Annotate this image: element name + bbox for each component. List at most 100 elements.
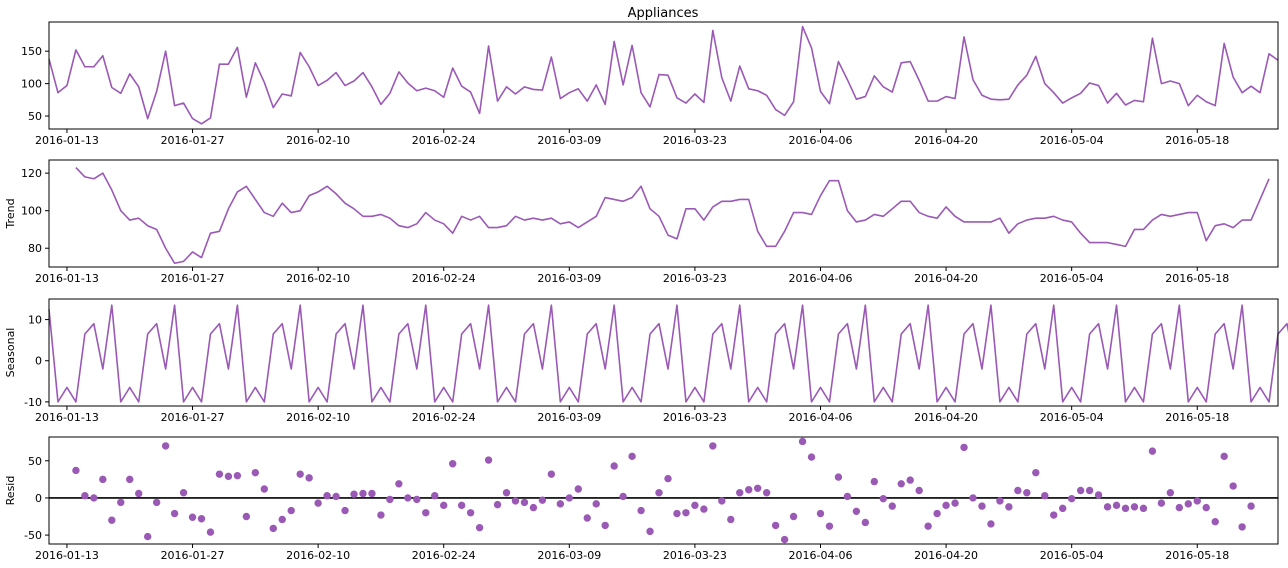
resid-point	[341, 506, 349, 515]
resid-point	[431, 492, 439, 500]
resid-point	[1085, 486, 1094, 495]
x-tick-label: 2016-03-23	[663, 134, 727, 147]
resid-point	[72, 466, 80, 475]
resid-point	[413, 495, 421, 504]
series-line	[48, 304, 1288, 403]
y-tick-label: 10	[28, 314, 42, 327]
resid-point	[1202, 503, 1210, 512]
trend-panel: 80 100 120 2016-01-13 2016-01-27 2016-02-10 20…	[4, 159, 1279, 285]
resid-point	[1041, 492, 1049, 500]
resid-point	[646, 527, 654, 536]
resid-point	[691, 501, 699, 510]
x-tick-label: 2016-05-04	[1040, 134, 1104, 147]
resid-point	[897, 480, 905, 488]
x-tick-label: 2016-01-27	[161, 134, 225, 147]
y-tick-label: 150	[21, 45, 42, 58]
x-tick-label: 2016-02-24	[412, 411, 476, 424]
resid-point	[798, 437, 807, 446]
resid-point	[610, 462, 618, 470]
resid-point	[143, 532, 152, 541]
resid-point	[951, 499, 959, 507]
resid-point	[753, 484, 762, 492]
resid-point	[745, 486, 753, 494]
resid-point	[673, 509, 681, 518]
resid-point	[762, 489, 771, 497]
resid-point	[969, 494, 977, 502]
x-tick-label: 2016-02-10	[286, 134, 350, 147]
resid-point	[789, 512, 798, 521]
resid-point	[843, 492, 852, 501]
x-tick-label: 2016-03-23	[663, 272, 727, 285]
resid-point	[332, 492, 340, 501]
resid-point	[99, 475, 107, 484]
resid-point	[188, 513, 197, 521]
resid-point	[170, 509, 179, 518]
resid-point	[547, 470, 556, 478]
seasonal-panel: -10 0 10 2016-01-13 2016-01-27 2016-02-10 2016…	[4, 298, 1288, 424]
resid-point	[879, 494, 887, 503]
resid-point	[574, 485, 582, 493]
resid-point	[368, 489, 376, 498]
resid-point	[565, 494, 574, 502]
y-tick-label: 50	[28, 110, 42, 123]
resid-point	[108, 516, 116, 524]
resid-point	[529, 503, 538, 512]
x-tick-label: 2016-04-06	[789, 134, 853, 147]
x-tick-label: 2016-04-20	[914, 549, 978, 562]
x-tick-label: 2016-03-23	[663, 411, 727, 424]
x-tick-label: 2016-01-13	[35, 411, 99, 424]
x-tick-label: 2016-02-24	[412, 272, 476, 285]
resid-point	[1112, 501, 1121, 510]
resid-point	[493, 500, 502, 509]
resid-point	[386, 495, 394, 504]
resid-point	[448, 460, 457, 468]
resid-point	[314, 499, 322, 507]
resid-point	[1175, 503, 1184, 512]
resid-point	[260, 485, 268, 493]
resid-point	[126, 475, 134, 484]
x-tick-label: 2016-01-13	[35, 549, 99, 562]
resid-point	[152, 498, 161, 507]
x-tick-label: 2016-02-10	[286, 272, 350, 285]
resid-point	[870, 477, 879, 486]
resid-point	[305, 474, 313, 482]
resid-point	[224, 472, 233, 481]
resid-point	[520, 498, 529, 507]
x-tick-label: 2016-05-18	[1165, 134, 1229, 147]
series-line	[75, 166, 1270, 265]
resid-point	[457, 501, 466, 510]
resid-point	[179, 489, 188, 497]
resid-point	[592, 500, 600, 508]
resid-point	[233, 471, 242, 480]
resid-point	[251, 468, 260, 477]
resid-point	[601, 521, 609, 530]
resid-point	[888, 502, 896, 510]
x-tick-label: 2016-01-27	[161, 549, 225, 562]
x-tick-label: 2016-05-04	[1040, 411, 1104, 424]
resid-point	[655, 489, 663, 497]
x-tick-label: 2016-02-24	[412, 549, 476, 562]
x-tick-label: 2016-03-09	[537, 411, 601, 424]
resid-point	[278, 515, 286, 524]
resid-point	[682, 509, 690, 517]
y-tick-label: 100	[21, 78, 42, 91]
resid-point	[727, 515, 735, 524]
resid-point	[1247, 502, 1255, 510]
x-tick-label: 2016-04-20	[914, 272, 978, 285]
x-tick-label: 2016-01-13	[35, 272, 99, 285]
x-tick-label: 2016-04-06	[789, 272, 853, 285]
x-tick-label: 2016-03-23	[663, 549, 727, 562]
resid-point	[1076, 486, 1085, 495]
resid-point	[215, 470, 224, 478]
resid-point	[825, 522, 834, 530]
resid-point	[440, 501, 448, 510]
resid-point	[404, 494, 412, 502]
resid-point	[1059, 504, 1067, 513]
y-tick-label: 50	[28, 455, 42, 468]
resid-point	[628, 452, 636, 461]
resid-point	[924, 522, 932, 530]
x-tick-label: 2016-03-09	[537, 134, 601, 147]
resid-point	[942, 501, 950, 510]
x-tick-label: 2016-04-20	[914, 411, 978, 424]
x-tick-label: 2016-04-06	[789, 549, 853, 562]
